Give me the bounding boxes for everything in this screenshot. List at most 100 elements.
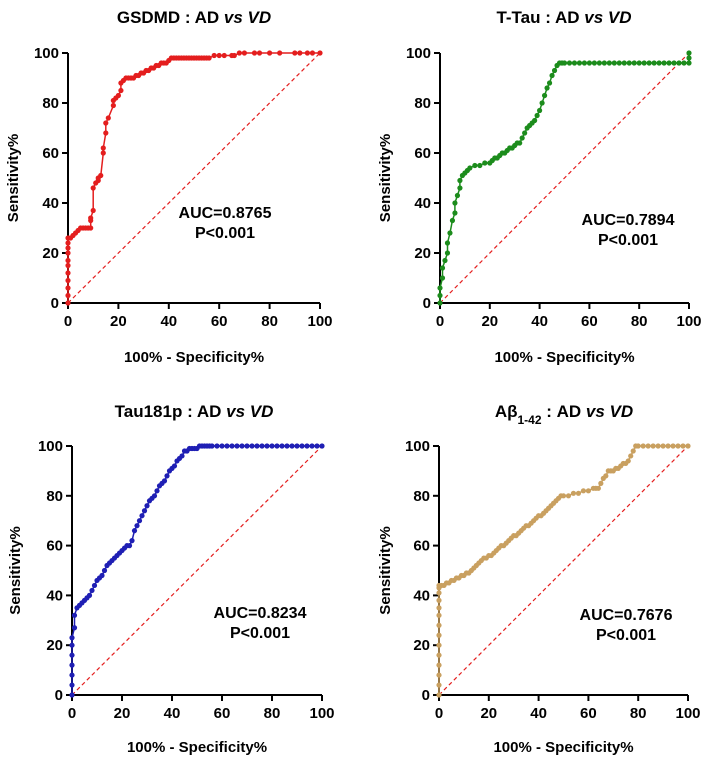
- roc-point-gsdmd: [304, 50, 310, 56]
- roc-point-tau181p: [99, 572, 105, 579]
- y-tick-label-abeta: 60: [413, 538, 430, 555]
- roc-point-gsdmd: [65, 240, 71, 246]
- y-tick-label-abeta: 100: [405, 438, 430, 455]
- roc-point-abeta: [640, 443, 646, 449]
- x-tick-label-ttau: 60: [581, 313, 598, 330]
- roc-point-abeta: [685, 443, 691, 449]
- y-tick-label-tau181p: 40: [46, 587, 63, 604]
- roc-point-abeta: [436, 672, 442, 678]
- x-tick-label-ttau: 100: [676, 313, 701, 330]
- roc-point-gsdmd: [110, 102, 116, 109]
- roc-point-ttau: [519, 135, 525, 141]
- roc-point-tau181p: [126, 543, 133, 549]
- roc-point-ttau: [676, 60, 682, 66]
- roc-point-tau181p: [274, 443, 280, 449]
- roc-point-tau181p: [69, 692, 75, 698]
- roc-point-tau181p: [239, 443, 245, 449]
- x-tick-label-gsdmd: 0: [64, 313, 72, 330]
- roc-point-gsdmd: [105, 115, 111, 121]
- auc-text-abeta: AUC=0.7676: [580, 607, 673, 624]
- roc-point-abeta: [660, 443, 666, 449]
- roc-point-abeta: [675, 443, 681, 449]
- roc-point-tau181p: [224, 443, 230, 449]
- reference-line-gsdmd: [67, 52, 321, 304]
- y-tick-label-gsdmd: 80: [42, 95, 59, 112]
- roc-point-tau181p: [219, 443, 225, 449]
- roc-point-abeta: [436, 652, 442, 658]
- roc-point-tau181p: [319, 443, 325, 449]
- roc-point-gsdmd: [267, 50, 273, 56]
- roc-point-ttau: [571, 60, 578, 66]
- y-tick-label-ttau: 60: [414, 145, 431, 162]
- reference-line-tau181p: [71, 445, 323, 696]
- roc-point-tau181p: [234, 443, 240, 449]
- roc-point-tau181p: [264, 443, 270, 449]
- p-value-text-abeta: P<0.001: [596, 627, 656, 644]
- roc-point-ttau: [686, 50, 692, 56]
- roc-point-tau181p: [151, 493, 158, 499]
- roc-point-gsdmd: [90, 207, 96, 214]
- roc-point-ttau: [616, 60, 622, 66]
- auc-text-gsdmd: AUC=0.8765: [179, 205, 272, 222]
- reference-line-abeta: [438, 445, 689, 696]
- auc-text-ttau: AUC=0.7894: [582, 212, 675, 229]
- roc-point-ttau: [686, 60, 692, 66]
- roc-point-ttau: [566, 60, 573, 66]
- y-tick-label-gsdmd: 20: [42, 245, 59, 262]
- y-tick-label-gsdmd: 0: [51, 295, 59, 312]
- x-tick-label-abeta: 100: [675, 705, 700, 722]
- roc-point-tau181p: [284, 443, 290, 449]
- roc-point-abeta: [630, 448, 636, 454]
- roc-point-gsdmd: [88, 225, 94, 231]
- roc-point-tau181p: [91, 582, 98, 589]
- roc-point-ttau: [686, 55, 692, 61]
- roc-point-ttau: [437, 300, 443, 306]
- roc-point-tau181p: [214, 443, 220, 449]
- roc-point-gsdmd: [98, 172, 104, 179]
- x-tick-label-ttau: 20: [481, 313, 498, 330]
- roc-point-tau181p: [164, 473, 170, 479]
- roc-point-ttau: [477, 162, 483, 169]
- y-tick-label-abeta: 0: [422, 687, 430, 704]
- roc-point-ttau: [452, 200, 458, 206]
- roc-point-tau181p: [71, 625, 78, 631]
- reference-line-ttau: [439, 52, 690, 304]
- x-tick-label-ttau: 80: [631, 313, 648, 330]
- roc-point-ttau: [591, 60, 597, 66]
- roc-point-ttau: [651, 60, 657, 66]
- roc-point-gsdmd: [115, 92, 121, 99]
- roc-point-tau181p: [249, 443, 255, 449]
- x-tick-label-tau181p: 60: [214, 705, 231, 722]
- roc-point-abeta: [436, 662, 442, 668]
- roc-point-ttau: [439, 265, 446, 271]
- roc-point-ttau: [546, 80, 553, 86]
- roc-point-ttau: [621, 60, 627, 66]
- y-tick-label-abeta: 40: [413, 587, 430, 604]
- roc-point-tau181p: [69, 682, 75, 688]
- y-tick-label-gsdmd: 60: [42, 145, 59, 162]
- roc-point-gsdmd: [216, 52, 222, 59]
- y-axis-label-gsdmd: Sensitivity%: [5, 134, 22, 222]
- roc-point-abeta: [670, 443, 676, 449]
- x-tick-label-abeta: 40: [530, 705, 547, 722]
- roc-point-abeta: [575, 490, 582, 496]
- roc-point-gsdmd: [100, 145, 106, 151]
- x-axis-label-abeta: 100% - Specificity%: [493, 739, 633, 756]
- roc-point-abeta: [436, 642, 442, 648]
- roc-point-gsdmd: [231, 52, 237, 59]
- roc-point-ttau: [517, 140, 523, 146]
- roc-point-ttau: [626, 60, 632, 66]
- roc-point-tau181p: [144, 503, 150, 509]
- roc-point-ttau: [666, 60, 672, 66]
- chart-abeta: Aβ1-42 : AD vs VD 0 20 40 60 80 100 0 20 40 60 80 10…: [377, 402, 701, 756]
- roc-point-ttau: [442, 257, 448, 264]
- y-tick-label-gsdmd: 100: [34, 45, 59, 62]
- roc-point-ttau: [537, 107, 543, 114]
- y-tick-label-abeta: 20: [413, 637, 430, 654]
- roc-point-tau181p: [131, 528, 138, 534]
- roc-point-tau181p: [69, 672, 75, 678]
- roc-point-ttau: [544, 85, 550, 91]
- roc-point-tau181p: [304, 443, 310, 449]
- roc-point-tau181p: [69, 642, 75, 648]
- y-tick-label-abeta: 80: [413, 488, 430, 505]
